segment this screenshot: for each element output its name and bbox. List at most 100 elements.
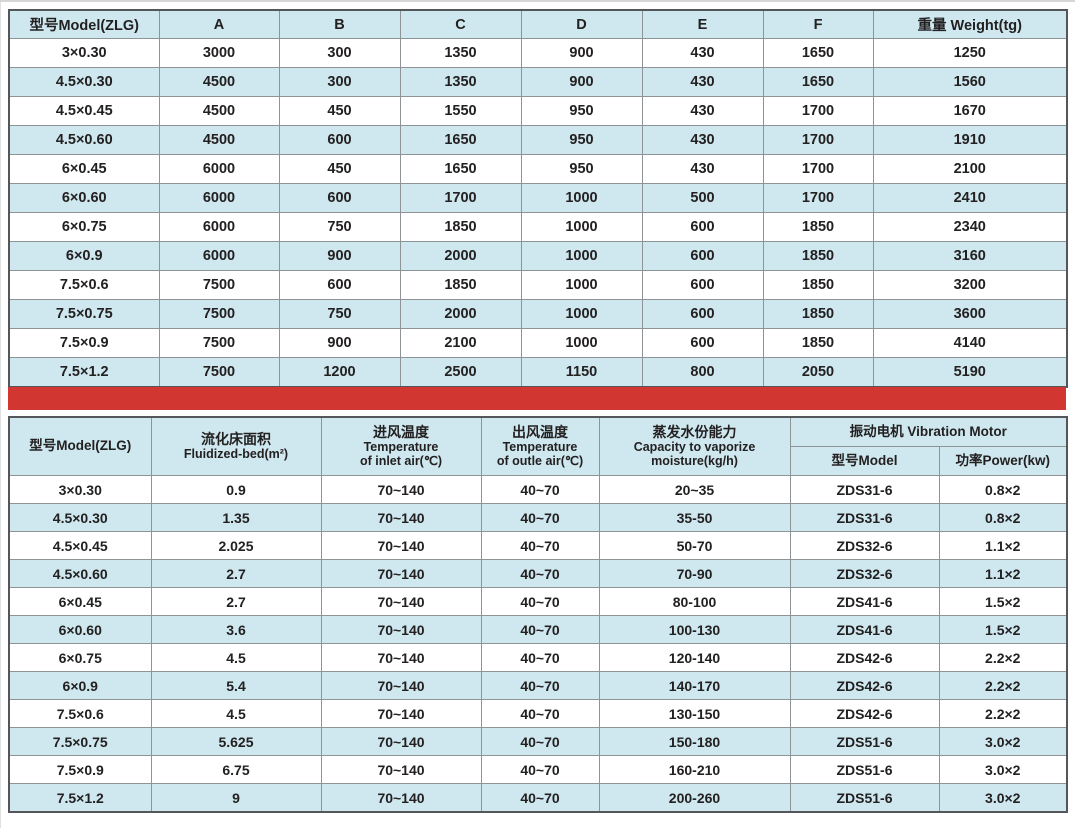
spec-value-cell: 2.7 bbox=[150, 559, 322, 588]
spec-value-cell: ZDS41-6 bbox=[789, 615, 940, 644]
spec-value-cell: 40~70 bbox=[480, 559, 600, 588]
dimension-value-cell: 600 bbox=[278, 183, 401, 213]
spec-value-cell: 40~70 bbox=[480, 699, 600, 728]
spec-model-cell: 4.5×0.30 bbox=[8, 503, 152, 532]
spec-value-cell: 200-260 bbox=[598, 783, 791, 813]
spec-row: 6×0.60 3.6 70~140 40~70 100-130 ZDS41-6 1.5×2 bbox=[8, 615, 1068, 644]
header-outlet-temp-cn: 出风温度 bbox=[512, 424, 568, 440]
spec-row: 6×0.75 4.5 70~140 40~70 120-140 ZDS42-6 2.2×2 bbox=[8, 643, 1068, 672]
header-fluidized-bed-cn: 流化床面积 bbox=[201, 431, 271, 447]
dimension-value-cell: 2000 bbox=[399, 299, 522, 329]
dimension-value-cell: 900 bbox=[520, 38, 643, 68]
spec-row: 3×0.30 0.9 70~140 40~70 20~35 ZDS31-6 0.8×2 bbox=[8, 475, 1068, 504]
spec-value-cell: ZDS51-6 bbox=[789, 727, 940, 756]
spec-row: 6×0.45 2.7 70~140 40~70 80-100 ZDS41-6 1.5×2 bbox=[8, 587, 1068, 616]
dimension-value-cell: 1850 bbox=[399, 270, 522, 300]
dimension-model-cell: 7.5×0.9 bbox=[8, 328, 160, 358]
spec-value-cell: 70~140 bbox=[320, 727, 482, 756]
spec-value-cell: 160-210 bbox=[598, 755, 791, 784]
header-fluidized-bed-en: Fluidized-bed(m²) bbox=[183, 447, 289, 461]
dimension-row: 4.5×0.30 4500 300 1350 900 430 1650 1560 bbox=[8, 67, 1068, 97]
scan-edge-left bbox=[0, 0, 1, 828]
header-weight: 重量 Weight(tg) bbox=[872, 9, 1068, 39]
header-capacity-en2: moisture(kg/h) bbox=[651, 454, 738, 468]
spec-value-cell: 5.4 bbox=[150, 671, 322, 700]
spec-value-cell: 2.2×2 bbox=[938, 699, 1068, 728]
dimension-model-cell: 6×0.75 bbox=[8, 212, 160, 242]
dimension-value-cell: 1850 bbox=[762, 299, 874, 329]
dimension-value-cell: 300 bbox=[278, 67, 401, 97]
spec-value-cell: 4.5 bbox=[150, 699, 322, 728]
dimension-value-cell: 750 bbox=[278, 299, 401, 329]
header-b: B bbox=[278, 9, 401, 39]
dimension-value-cell: 1550 bbox=[399, 96, 522, 126]
spec-value-cell: 4.5 bbox=[150, 643, 322, 672]
dimension-value-cell: 430 bbox=[641, 125, 764, 155]
spec-value-cell: 1.5×2 bbox=[938, 615, 1068, 644]
dimension-model-cell: 6×0.45 bbox=[8, 154, 160, 184]
dimension-model-cell: 7.5×0.75 bbox=[8, 299, 160, 329]
header-inlet-temp-en2: of inlet air(℃) bbox=[359, 454, 443, 468]
dimension-value-cell: 2100 bbox=[399, 328, 522, 358]
spec-model-cell: 4.5×0.60 bbox=[8, 559, 152, 588]
dimension-value-cell: 7500 bbox=[158, 357, 280, 388]
spec-value-cell: 70~140 bbox=[320, 699, 482, 728]
dimension-model-cell: 6×0.9 bbox=[8, 241, 160, 271]
dimension-value-cell: 1000 bbox=[520, 241, 643, 271]
spec-model-cell: 6×0.45 bbox=[8, 587, 152, 616]
dimension-value-cell: 1150 bbox=[520, 357, 643, 388]
dimension-value-cell: 6000 bbox=[158, 241, 280, 271]
dimension-value-cell: 6000 bbox=[158, 212, 280, 242]
spec-row: 7.5×0.9 6.75 70~140 40~70 160-210 ZDS51-6 3.0×… bbox=[8, 755, 1068, 784]
dimension-value-cell: 1000 bbox=[520, 183, 643, 213]
dimension-value-cell: 1200 bbox=[278, 357, 401, 388]
dimension-row: 6×0.75 6000 750 1850 1000 600 1850 2340 bbox=[8, 212, 1068, 242]
spec-value-cell: 150-180 bbox=[598, 727, 791, 756]
dimension-value-cell: 1850 bbox=[399, 212, 522, 242]
spec-header-row-1: 型号Model(ZLG) 流化床面积 Fluidized-bed(m²) 进风温… bbox=[8, 416, 1068, 476]
header-fluidized-bed: 流化床面积 Fluidized-bed(m²) bbox=[150, 416, 322, 476]
dimension-value-cell: 1700 bbox=[399, 183, 522, 213]
dimension-value-cell: 600 bbox=[278, 270, 401, 300]
dimension-value-cell: 430 bbox=[641, 154, 764, 184]
dimension-value-cell: 2000 bbox=[399, 241, 522, 271]
dimension-value-cell: 1000 bbox=[520, 270, 643, 300]
dimension-value-cell: 900 bbox=[278, 241, 401, 271]
spec-table-body: 3×0.30 0.9 70~140 40~70 20~35 ZDS31-6 0.8×2 4.5… bbox=[8, 475, 1068, 813]
dimension-row: 4.5×0.45 4500 450 1550 950 430 1700 1670 bbox=[8, 96, 1068, 126]
dimension-value-cell: 600 bbox=[641, 299, 764, 329]
dimension-value-cell: 900 bbox=[278, 328, 401, 358]
spec-row: 7.5×0.6 4.5 70~140 40~70 130-150 ZDS42-6 2.2×2 bbox=[8, 699, 1068, 728]
dimension-value-cell: 7500 bbox=[158, 299, 280, 329]
spec-model-cell: 7.5×0.6 bbox=[8, 699, 152, 728]
dimension-value-cell: 2500 bbox=[399, 357, 522, 388]
spec-value-cell: 70~140 bbox=[320, 475, 482, 504]
spec-table: 型号Model(ZLG) 流化床面积 Fluidized-bed(m²) 进风温… bbox=[8, 416, 1068, 813]
spec-value-cell: 70-90 bbox=[598, 559, 791, 588]
spec-value-cell: 2.2×2 bbox=[938, 671, 1068, 700]
dimension-value-cell: 3000 bbox=[158, 38, 280, 68]
spec-value-cell: ZDS32-6 bbox=[789, 531, 940, 560]
dimension-value-cell: 1850 bbox=[762, 270, 874, 300]
spec-value-cell: 50-70 bbox=[598, 531, 791, 560]
spec-value-cell: 70~140 bbox=[320, 615, 482, 644]
dimension-value-cell: 5190 bbox=[872, 357, 1068, 388]
spec-value-cell: 70~140 bbox=[320, 755, 482, 784]
dimension-value-cell: 3600 bbox=[872, 299, 1068, 329]
dimension-value-cell: 1910 bbox=[872, 125, 1068, 155]
scan-edge-top bbox=[0, 0, 1075, 2]
dimension-value-cell: 1250 bbox=[872, 38, 1068, 68]
header-motor-power: 功率Power(kw) bbox=[938, 446, 1068, 476]
dimension-value-cell: 600 bbox=[641, 270, 764, 300]
spec-row: 4.5×0.60 2.7 70~140 40~70 70-90 ZDS32-6 1.1×2 bbox=[8, 559, 1068, 588]
dimension-value-cell: 1700 bbox=[762, 154, 874, 184]
dimension-value-cell: 1850 bbox=[762, 241, 874, 271]
spec-model-cell: 4.5×0.45 bbox=[8, 531, 152, 560]
spec-value-cell: 0.8×2 bbox=[938, 475, 1068, 504]
spec-value-cell: 70~140 bbox=[320, 531, 482, 560]
dimension-value-cell: 1350 bbox=[399, 67, 522, 97]
spec-value-cell: 70~140 bbox=[320, 503, 482, 532]
dimension-value-cell: 1650 bbox=[399, 125, 522, 155]
dimension-value-cell: 430 bbox=[641, 96, 764, 126]
